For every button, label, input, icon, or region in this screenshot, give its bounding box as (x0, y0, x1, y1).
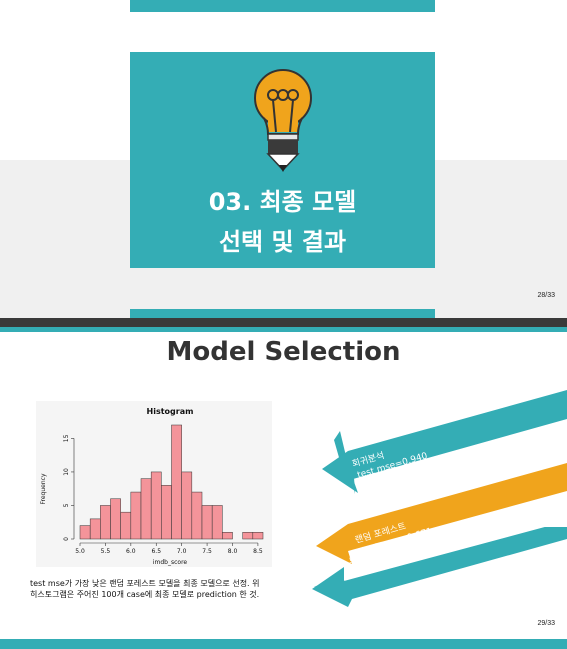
teal-top-bar (0, 327, 567, 332)
histogram-bar (121, 512, 131, 539)
histogram-bar (141, 479, 151, 539)
page-number: 29/33 (537, 620, 555, 627)
chart-title: Histogram (147, 407, 194, 416)
histogram-bar (172, 425, 182, 539)
histogram-chart: Histogram Frequency imdb_score 5.0 5.5 6.0… (36, 401, 272, 567)
teal-strip-top (130, 0, 435, 12)
slide-28: 03. 최종 모델 선택 및 결과 28/33 (0, 0, 567, 318)
x-tick-label: 5.0 (75, 548, 85, 555)
x-tick-label: 7.0 (177, 548, 187, 555)
chart-xlabel: imdb_score (153, 559, 188, 566)
y-tick-label: 5 (63, 503, 70, 507)
x-tick-label: 8.0 (228, 548, 238, 555)
histogram-bar (253, 532, 263, 539)
histogram-bar (111, 499, 121, 539)
histogram-bar (182, 472, 192, 539)
x-tick-label: 7.5 (202, 548, 212, 555)
slide-29: Model Selection Histogram Frequency imdb… (0, 327, 567, 649)
x-tick-label: 5.5 (101, 548, 111, 555)
x-tick-label: 6.5 (151, 548, 161, 555)
histogram-bar (131, 492, 141, 539)
histogram-bar (192, 492, 202, 539)
caption-line2: 히스토그램은 주어진 100개 case에 최종 모델로 prediction … (30, 589, 320, 600)
x-tick-label: 6.0 (126, 548, 136, 555)
section-title-line2: 선택 및 결과 (130, 222, 435, 257)
histogram-bar (90, 519, 100, 539)
page-number: 28/33 (537, 292, 555, 299)
lightbulb-pencil-icon (250, 66, 316, 178)
histogram-bar (80, 526, 90, 539)
histogram-bar (151, 472, 161, 539)
caption: test mse가 가장 낮은 랜덤 포레스트 모델을 최종 모델으로 선정. … (30, 578, 320, 600)
histogram-bar (202, 505, 212, 539)
histogram-bar (243, 532, 253, 539)
model-comparison-arrows-lower: 부스팅 test mse=0.714 (300, 527, 567, 607)
histogram-bar (222, 532, 232, 539)
histogram-bar (212, 505, 222, 539)
slide-title: Model Selection (0, 337, 567, 367)
caption-line1: test mse가 가장 낮은 랜덤 포레스트 모델을 최종 모델으로 선정. … (30, 578, 320, 589)
y-tick-label: 15 (63, 434, 70, 442)
teal-bottom-bar (0, 639, 567, 649)
histogram-bar (100, 505, 110, 539)
x-tick-label: 8.5 (253, 548, 263, 555)
y-tick-label: 10 (63, 468, 70, 476)
chart-ylabel: Frequency (40, 473, 47, 504)
histogram-bar (161, 485, 171, 539)
section-title-line1: 03. 최종 모델 (130, 182, 435, 217)
teal-strip-bottom (130, 309, 435, 318)
y-tick-label: 0 (63, 537, 70, 541)
section-title-box: 03. 최종 모델 선택 및 결과 (130, 52, 435, 268)
